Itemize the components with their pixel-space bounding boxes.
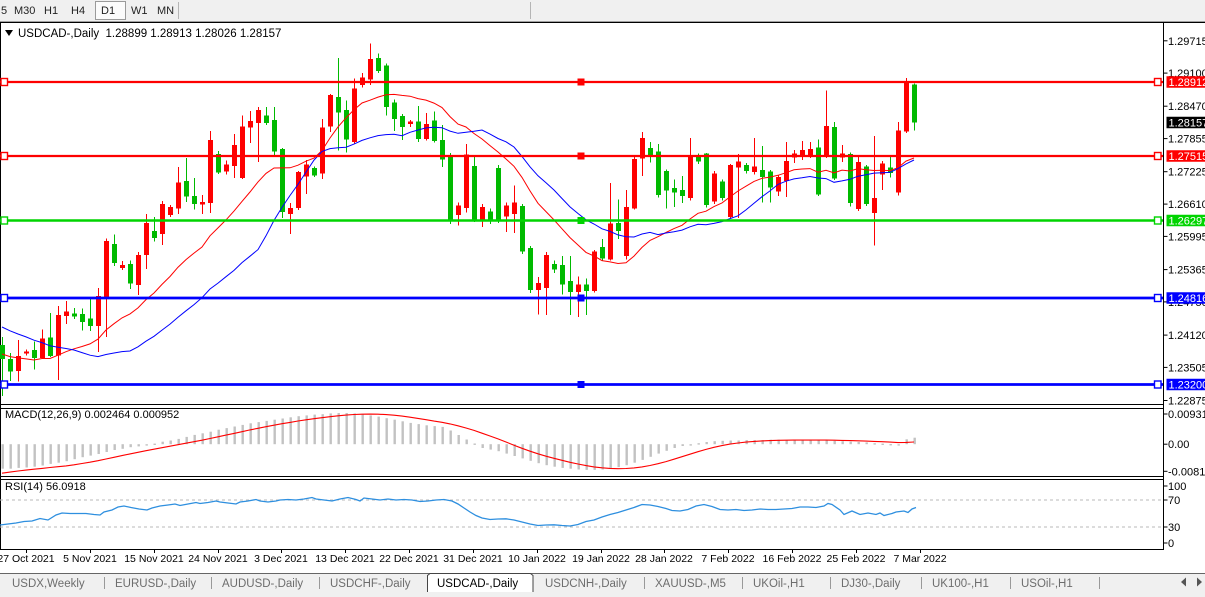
svg-text:USDCNH-,Daily: USDCNH-,Daily — [545, 578, 627, 590]
svg-text:100: 100 — [1168, 481, 1186, 493]
svg-text:M30: M30 — [14, 5, 35, 17]
svg-text:W1: W1 — [131, 5, 148, 17]
svg-text:1.28470: 1.28470 — [1168, 101, 1205, 113]
svg-text:USOil-,H1: USOil-,H1 — [1021, 578, 1073, 590]
svg-text:1.29715: 1.29715 — [1168, 36, 1205, 48]
svg-text:3 Dec 2021: 3 Dec 2021 — [254, 553, 308, 565]
svg-text:MN: MN — [157, 5, 174, 17]
svg-text:7 Feb 2022: 7 Feb 2022 — [701, 553, 754, 565]
svg-text:1.24816: 1.24816 — [1169, 293, 1205, 305]
svg-text:24 Nov 2021: 24 Nov 2021 — [188, 553, 248, 565]
svg-text:1.23200: 1.23200 — [1169, 380, 1205, 392]
svg-text:D1: D1 — [101, 5, 115, 17]
svg-text:28 Jan 2022: 28 Jan 2022 — [635, 553, 693, 565]
svg-text:AUDUSD-,Daily: AUDUSD-,Daily — [222, 578, 303, 590]
svg-text:USDCHF-,Daily: USDCHF-,Daily — [330, 578, 411, 590]
svg-text:13 Dec 2021: 13 Dec 2021 — [315, 553, 375, 565]
svg-text:0: 0 — [1168, 538, 1174, 550]
svg-text:1.27515: 1.27515 — [1169, 151, 1205, 163]
svg-text:1.27225: 1.27225 — [1168, 167, 1205, 179]
svg-text:1.24120: 1.24120 — [1168, 330, 1205, 342]
svg-text:USDCAD-,Daily: USDCAD-,Daily — [437, 578, 518, 590]
svg-text:USDCAD-,Daily 1.28899 1.28913: USDCAD-,Daily 1.28899 1.28913 1.28026 1.… — [18, 28, 281, 40]
svg-text:5: 5 — [1, 5, 7, 17]
svg-text:1.26610: 1.26610 — [1168, 199, 1205, 211]
svg-text:1.22875: 1.22875 — [1168, 396, 1205, 408]
svg-text:1.25365: 1.25365 — [1168, 265, 1205, 277]
svg-text:1.28157: 1.28157 — [1169, 118, 1205, 130]
svg-text:22 Dec 2021: 22 Dec 2021 — [379, 553, 439, 565]
svg-text:0.00: 0.00 — [1168, 439, 1189, 451]
svg-text:7 Mar 2022: 7 Mar 2022 — [893, 553, 946, 565]
svg-text:1.26297: 1.26297 — [1169, 216, 1205, 228]
svg-text:30: 30 — [1168, 522, 1180, 534]
svg-text:RSI(14) 56.0918: RSI(14) 56.0918 — [5, 481, 86, 493]
svg-text:10 Jan 2022: 10 Jan 2022 — [508, 553, 566, 565]
svg-text:27 Oct 2021: 27 Oct 2021 — [0, 553, 55, 565]
svg-text:15 Nov 2021: 15 Nov 2021 — [124, 553, 184, 565]
svg-text:16 Feb 2022: 16 Feb 2022 — [763, 553, 822, 565]
svg-text:70: 70 — [1168, 495, 1180, 507]
svg-text:0.00931: 0.00931 — [1168, 409, 1205, 421]
svg-text:1.28912: 1.28912 — [1169, 77, 1205, 89]
svg-text:1.25995: 1.25995 — [1168, 231, 1205, 243]
svg-text:25 Feb 2022: 25 Feb 2022 — [827, 553, 886, 565]
svg-text:19 Jan 2022: 19 Jan 2022 — [572, 553, 630, 565]
svg-text:H1: H1 — [44, 5, 58, 17]
svg-text:5 Nov 2021: 5 Nov 2021 — [63, 553, 117, 565]
svg-text:XAUUSD-,M5: XAUUSD-,M5 — [655, 578, 726, 590]
svg-text:UKOil-,H1: UKOil-,H1 — [753, 578, 805, 590]
svg-text:EURUSD-,Daily: EURUSD-,Daily — [115, 578, 196, 590]
svg-text:1.27855: 1.27855 — [1168, 134, 1205, 146]
svg-text:UK100-,H1: UK100-,H1 — [932, 578, 989, 590]
svg-text:H4: H4 — [71, 5, 85, 17]
svg-text:USDX,Weekly: USDX,Weekly — [12, 578, 85, 590]
svg-text:1.23505: 1.23505 — [1168, 362, 1205, 374]
svg-text:-0.00815: -0.00815 — [1168, 466, 1205, 478]
svg-text:DJ30-,Daily: DJ30-,Daily — [841, 578, 901, 590]
svg-text:31 Dec 2021: 31 Dec 2021 — [443, 553, 503, 565]
svg-text:MACD(12,26,9) 0.002464 0.00095: MACD(12,26,9) 0.002464 0.000952 — [5, 409, 179, 421]
